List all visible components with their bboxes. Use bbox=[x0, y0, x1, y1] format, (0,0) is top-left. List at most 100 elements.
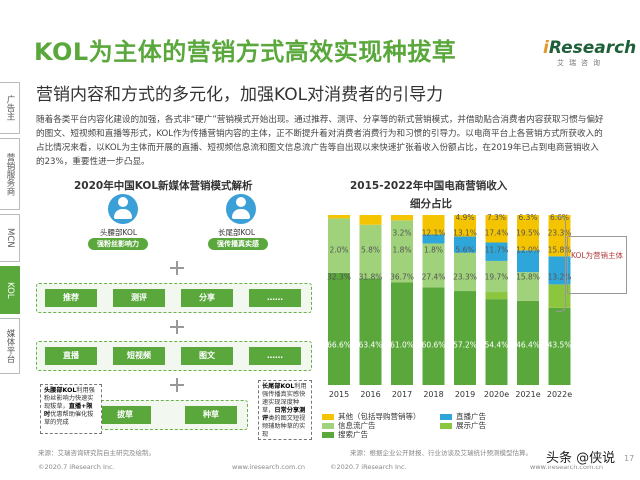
data-label-2015: 66.6% bbox=[327, 341, 351, 350]
footer-url-left: www.iresearch.com.cn bbox=[232, 463, 306, 471]
data-label-2020e: 17.4% bbox=[485, 228, 509, 237]
legend-item-other: 其他（包括导购营销等） bbox=[322, 411, 421, 422]
bar-segment-2019-2 bbox=[454, 252, 476, 292]
data-label-2021e: 6.3% bbox=[518, 213, 537, 222]
data-label-2022e: 13.2% bbox=[548, 273, 572, 282]
sidenav-item-service-provider[interactable]: 营销服务商 bbox=[0, 138, 20, 210]
method-share: 分享 bbox=[181, 289, 233, 307]
bar-segment-2020e-1 bbox=[485, 292, 508, 300]
data-label-2020e: 11.7% bbox=[485, 245, 509, 254]
legend-item-search: 搜索广告 bbox=[322, 429, 368, 440]
long-tail-kol-note: 长尾部KOL利用强传播真实感快速实现深度种草，日常分享测评类的图文短视频辅助种草… bbox=[258, 380, 312, 440]
data-label-2016: 5.8% bbox=[361, 245, 380, 254]
plus-icon bbox=[170, 378, 184, 392]
footer-url-right: www.iresearch.com.cn bbox=[530, 463, 604, 471]
data-label-2018: 1.8% bbox=[424, 245, 443, 254]
bar-segment-2017-2 bbox=[391, 220, 413, 283]
bar-segment-2021e-2 bbox=[517, 272, 539, 301]
data-label-2018: 60.6% bbox=[422, 341, 446, 350]
data-label-2017: 36.7% bbox=[390, 273, 414, 282]
x-tick-label: 2015 bbox=[329, 390, 349, 399]
page-title: KOL为主体的营销方式高效实现种拔草 bbox=[34, 38, 457, 66]
bar-segment-2017-0 bbox=[391, 282, 413, 385]
outcome-zhongcao: 种草 bbox=[185, 406, 237, 424]
kol-annotation-box: KOL为营销主体 bbox=[567, 236, 627, 294]
head-kol-label: 头腰部KOL bbox=[100, 228, 138, 237]
data-label-2021e: 46.4% bbox=[516, 341, 540, 350]
plus-icon bbox=[170, 261, 184, 275]
x-tick-label: 2020e bbox=[484, 390, 509, 399]
bar-segment-2021e-3 bbox=[517, 250, 539, 273]
data-label-2017: 3.2% bbox=[392, 228, 411, 237]
left-source: 来源：艾瑞咨询研究院自主研究及绘制。 bbox=[38, 449, 155, 457]
long-tail-kol-label: 长尾部KOL bbox=[218, 228, 256, 237]
legend-item-display: 展示广告 bbox=[440, 420, 486, 431]
data-label-2020e: 7.3% bbox=[487, 213, 506, 222]
sidenav-item-kol[interactable]: KOL bbox=[0, 266, 20, 314]
data-label-2019: 23.3% bbox=[453, 273, 477, 282]
bar-segment-2018-2 bbox=[422, 243, 445, 288]
bar-segment-2020e-0 bbox=[485, 299, 508, 385]
footer-copyright-left: ©2020.7 iResearch Inc. bbox=[38, 463, 115, 471]
iresearch-logo: iResearch 艾瑞咨询 bbox=[543, 38, 637, 67]
format-more: …… bbox=[249, 347, 301, 365]
x-tick-label: 2019 bbox=[455, 390, 475, 399]
bar-segment-2019-0 bbox=[454, 291, 476, 385]
bar-segment-2019-4 bbox=[454, 215, 476, 237]
data-label-2019: 13.1% bbox=[453, 228, 477, 237]
right-source: 来源：根据企业公开财报、行业访谈及艾瑞统计预测模型估算。 bbox=[350, 449, 532, 457]
method-more: …… bbox=[249, 289, 301, 307]
bar-segment-2021e-0 bbox=[517, 300, 539, 385]
data-label-2021e: 19.5% bbox=[516, 228, 540, 237]
bar-segment-2018-3 bbox=[422, 234, 445, 244]
data-label-2021e: 12.0% bbox=[516, 245, 540, 254]
stacked-bar-chart: 66.6% 32.3% 2.0% 2015 63.4% 31.8% 5.8% 2016 61.0… bbox=[327, 213, 572, 399]
sidenav-item-media-platform[interactable]: 媒体平台 bbox=[0, 318, 20, 374]
bar-segment-2020e-2 bbox=[485, 260, 508, 293]
long-tail-kol-avatar-icon bbox=[226, 194, 256, 224]
format-live: 直播 bbox=[45, 347, 97, 365]
bar-segment-2020e-3 bbox=[485, 242, 508, 261]
x-tick-label: 2018 bbox=[423, 390, 443, 399]
format-image-text: 图文 bbox=[181, 347, 233, 365]
data-label-2020e: 19.7% bbox=[485, 273, 509, 282]
sidenav-item-advertiser[interactable]: 广告主 bbox=[0, 82, 20, 134]
bar-segment-2018-4 bbox=[422, 215, 445, 235]
method-review: 测评 bbox=[113, 289, 165, 307]
bar-segment-2022e-0 bbox=[548, 307, 571, 385]
logo-subtext: 艾瑞咨询 bbox=[557, 59, 605, 67]
footer-copyright-right: ©2020.7 iResearch Inc. bbox=[330, 463, 407, 471]
content-format-row: 直播 短视频 图文 …… bbox=[36, 341, 312, 371]
data-label-2016: 63.4% bbox=[359, 341, 383, 350]
data-label-2021e: 15.8% bbox=[516, 273, 540, 282]
bar-segment-2016-2 bbox=[359, 224, 382, 279]
format-short-video: 短视频 bbox=[113, 347, 165, 365]
bar-segment-2015-0 bbox=[328, 272, 350, 385]
bar-segment-2017-4 bbox=[391, 215, 413, 221]
data-label-2017: 1.8% bbox=[392, 245, 411, 254]
data-label-2015: 32.3% bbox=[327, 273, 351, 282]
head-kol-badge: 强粉丝影响力 bbox=[88, 238, 148, 250]
data-label-2016: 31.8% bbox=[359, 273, 383, 282]
watermark: 头条 @侠说 bbox=[546, 447, 616, 466]
data-label-2022e: 23.3% bbox=[548, 228, 572, 237]
sidenav-item-mcn[interactable]: MCN bbox=[0, 214, 20, 262]
marketing-method-row: 推荐 测评 分享 …… bbox=[36, 283, 312, 313]
data-label-2020e: 54.4% bbox=[485, 341, 509, 350]
chart-subtitle: 细分占比 bbox=[410, 198, 452, 210]
legend-item-feed: 信息流广告 bbox=[322, 420, 376, 431]
side-navigation: 广告主 营销服务商 MCN KOL 媒体平台 bbox=[0, 82, 20, 378]
data-label-2022e: 43.5% bbox=[548, 341, 572, 350]
x-tick-label: 2021e bbox=[515, 390, 540, 399]
long-tail-kol-badge: 强传播真实感 bbox=[208, 238, 268, 250]
bar-segment-2018-0 bbox=[422, 287, 445, 385]
bar-segment-2015-2 bbox=[328, 218, 350, 273]
data-label-2022e: 15.8% bbox=[548, 245, 572, 254]
method-recommend: 推荐 bbox=[45, 289, 97, 307]
left-panel-title: 2020年中国KOL新媒体营销模式解析 bbox=[74, 180, 253, 192]
data-label-2018: 12.1% bbox=[422, 228, 446, 237]
x-tick-label: 2022e bbox=[547, 390, 572, 399]
head-kol-note: 头腰部KOL利用强粉丝影响力快速实现拔草，直播+限时优惠帮助催化拔草的完成 bbox=[40, 384, 102, 434]
data-label-2019: 5.6% bbox=[455, 245, 474, 254]
